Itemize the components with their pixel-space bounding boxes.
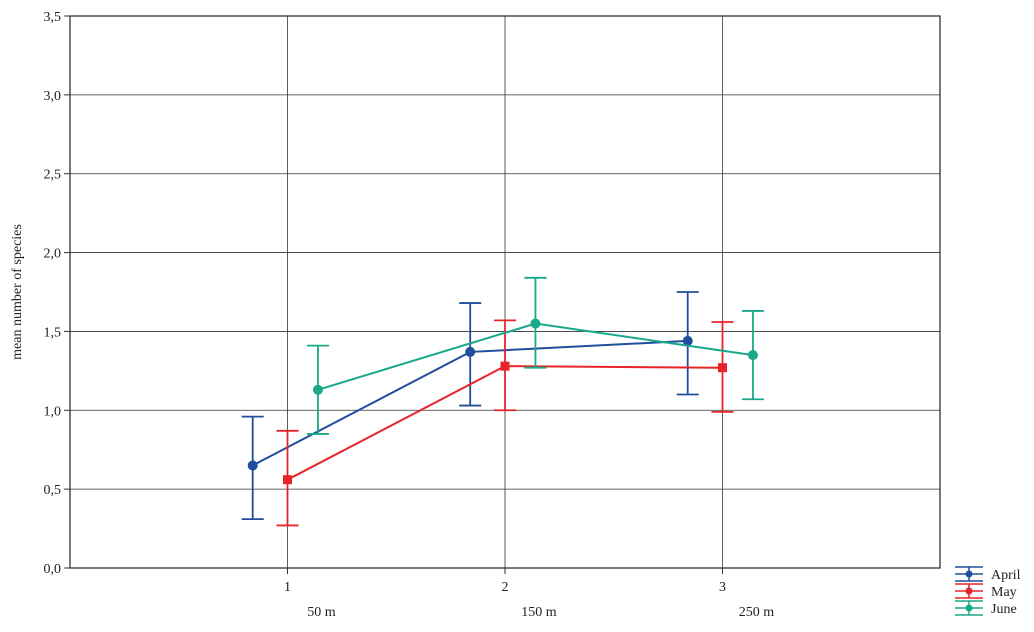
y-tick-label: 2,0 — [44, 247, 62, 262]
y-tick-label: 3,5 — [44, 10, 62, 25]
data-point — [500, 361, 510, 371]
series-june — [306, 276, 764, 435]
y-tick-label: 2,5 — [44, 168, 62, 183]
y-tick-label: 3,0 — [44, 89, 62, 104]
data-point — [747, 350, 758, 361]
legend-item-june: June — [955, 600, 1017, 617]
legend-item-may: May — [955, 583, 1017, 600]
y-tick-label: 1,5 — [44, 325, 62, 340]
data-point — [530, 318, 541, 329]
x-tick-label: 3 — [719, 580, 726, 595]
x-sub-label: 250 m — [739, 605, 775, 620]
y-tick-label: 1,0 — [44, 404, 62, 419]
y-axis: 0,0 0,5 1,0 1,5 2,0 2,5 3,0 3,5 — [44, 10, 70, 577]
data-point — [312, 384, 323, 395]
grid — [70, 15, 940, 569]
data-point — [718, 363, 727, 373]
y-tick-label: 0,0 — [44, 562, 62, 577]
x-sub-label: 50 m — [307, 605, 336, 620]
x-sub-label: 150 m — [521, 605, 557, 620]
series-may — [276, 319, 734, 527]
data-point — [247, 460, 258, 471]
legend-item-april: April — [955, 566, 1021, 583]
series-april — [241, 291, 699, 521]
data-point — [283, 475, 292, 485]
series — [241, 276, 764, 527]
legend-marker — [965, 587, 973, 595]
data-point — [465, 346, 476, 357]
legend-marker — [965, 604, 973, 612]
x-tick-label: 1 — [284, 580, 291, 595]
legend-marker — [965, 570, 973, 578]
data-point — [682, 335, 693, 346]
legend: April May June — [955, 566, 1021, 617]
y-axis-title: mean number of species — [10, 224, 25, 360]
y-tick-label: 0,5 — [44, 483, 62, 498]
legend-label: May — [991, 585, 1017, 600]
legend-label: June — [991, 602, 1017, 617]
legend-label: April — [991, 568, 1021, 583]
x-tick-label: 2 — [502, 580, 509, 595]
